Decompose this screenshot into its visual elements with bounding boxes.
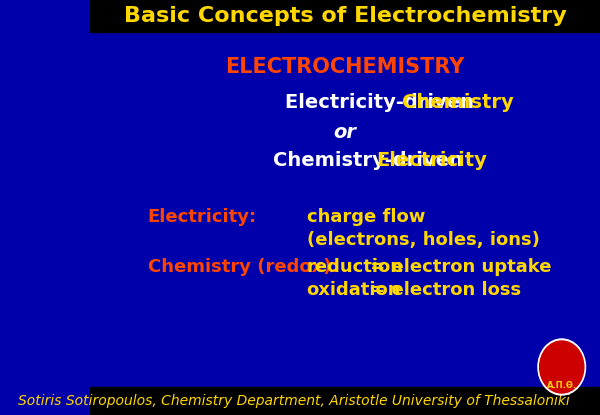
Text: charge flow: charge flow [307,208,425,226]
Text: reduction: reduction [307,258,404,276]
Text: = electron uptake: = electron uptake [364,258,551,276]
Text: Α.Π.Θ.: Α.Π.Θ. [547,381,577,390]
Text: Basic Concepts of Electrochemistry: Basic Concepts of Electrochemistry [124,6,566,26]
Text: (electrons, holes, ions): (electrons, holes, ions) [307,231,539,249]
Text: Chemistry: Chemistry [402,93,514,112]
Text: oxidation: oxidation [307,281,401,299]
Text: Electricity-driven: Electricity-driven [286,93,481,112]
Circle shape [539,341,584,393]
Text: Chemistry-driven: Chemistry-driven [272,151,469,171]
Bar [90,0,600,32]
Text: Electricity: Electricity [377,151,488,171]
Text: ELECTROCHEMISTRY: ELECTROCHEMISTRY [225,57,464,77]
Text: Sotiris Sotiropoulos, Chemistry Department, Aristotle University of Thessaloniki: Sotiris Sotiropoulos, Chemistry Departme… [18,394,570,408]
Text: = electron loss: = electron loss [364,281,521,299]
Text: Chemistry (redox):: Chemistry (redox): [148,258,338,276]
Text: Electricity:: Electricity: [148,208,257,226]
Text: or: or [334,122,356,142]
Bar [90,387,600,415]
Circle shape [538,339,586,395]
